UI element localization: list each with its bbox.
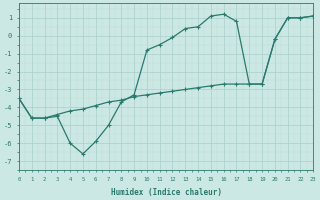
X-axis label: Humidex (Indice chaleur): Humidex (Indice chaleur) <box>111 188 221 197</box>
